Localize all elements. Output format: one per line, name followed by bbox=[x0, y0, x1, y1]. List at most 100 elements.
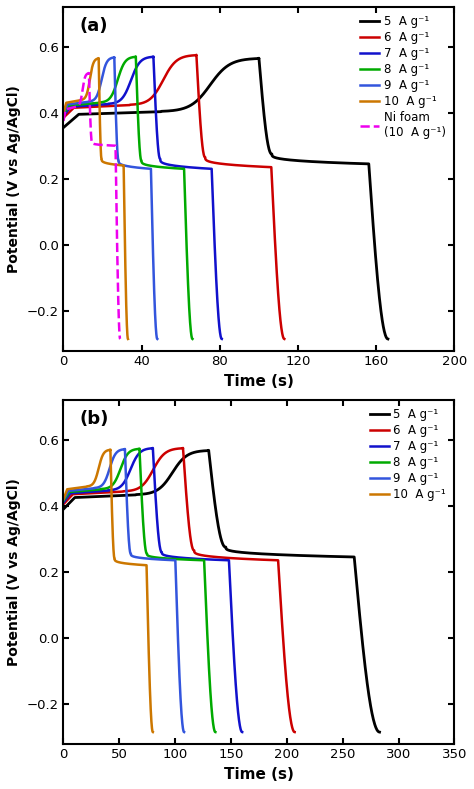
Line: 6  A g⁻¹: 6 A g⁻¹ bbox=[64, 448, 295, 732]
5  A g⁻¹ bbox=[377, 727, 383, 737]
6  A g⁻¹ bbox=[282, 335, 287, 344]
10  A g⁻¹ bbox=[133, 559, 138, 569]
5  A g⁻¹ bbox=[178, 456, 184, 466]
7  A g⁻¹ bbox=[151, 52, 156, 62]
5  A g⁻¹ bbox=[206, 446, 211, 455]
10  A g⁻¹ bbox=[89, 63, 95, 73]
8  A g⁻¹ bbox=[128, 447, 133, 456]
7  A g⁻¹ bbox=[61, 498, 66, 507]
7  A g⁻¹ bbox=[133, 63, 139, 73]
6  A g⁻¹ bbox=[243, 161, 248, 170]
10  A g⁻¹ bbox=[112, 160, 118, 170]
Ni foam
(10  A g⁻¹) bbox=[118, 335, 123, 344]
Line: 9  A g⁻¹: 9 A g⁻¹ bbox=[64, 57, 157, 339]
8  A g⁻¹ bbox=[61, 496, 66, 506]
Line: 6  A g⁻¹: 6 A g⁻¹ bbox=[64, 55, 284, 339]
8  A g⁻¹ bbox=[133, 52, 138, 62]
5  A g⁻¹ bbox=[333, 158, 339, 167]
Line: 8  A g⁻¹: 8 A g⁻¹ bbox=[64, 57, 192, 339]
8  A g⁻¹ bbox=[165, 163, 171, 173]
6  A g⁻¹ bbox=[222, 553, 228, 563]
8  A g⁻¹ bbox=[212, 727, 218, 737]
Line: 8  A g⁻¹: 8 A g⁻¹ bbox=[64, 449, 215, 732]
9  A g⁻¹ bbox=[71, 99, 77, 108]
7  A g⁻¹ bbox=[189, 163, 195, 172]
9  A g⁻¹ bbox=[102, 63, 108, 73]
10  A g⁻¹ bbox=[61, 108, 66, 118]
Line: 9  A g⁻¹: 9 A g⁻¹ bbox=[64, 449, 184, 732]
Legend: 5  A g⁻¹, 6  A g⁻¹, 7  A g⁻¹, 8  A g⁻¹, 9  A g⁻¹, 10  A g⁻¹, Ni foam
(10  A g⁻¹): 5 A g⁻¹, 6 A g⁻¹, 7 A g⁻¹, 8 A g⁻¹, 9 A … bbox=[356, 10, 451, 144]
6  A g⁻¹ bbox=[180, 443, 186, 453]
9  A g⁻¹ bbox=[115, 447, 120, 456]
6  A g⁻¹ bbox=[61, 113, 66, 122]
7  A g⁻¹ bbox=[150, 443, 155, 453]
Text: (b): (b) bbox=[79, 410, 109, 428]
10  A g⁻¹ bbox=[70, 484, 76, 493]
9  A g⁻¹ bbox=[111, 52, 117, 62]
6  A g⁻¹ bbox=[178, 54, 183, 63]
9  A g⁻¹ bbox=[105, 55, 111, 65]
X-axis label: Time (s): Time (s) bbox=[224, 767, 294, 782]
Line: 10  A g⁻¹: 10 A g⁻¹ bbox=[64, 450, 153, 732]
6  A g⁻¹ bbox=[157, 454, 163, 463]
Y-axis label: Potential (V vs Ag/AgCl): Potential (V vs Ag/AgCl) bbox=[7, 478, 21, 666]
Line: 7  A g⁻¹: 7 A g⁻¹ bbox=[64, 57, 222, 339]
Line: 7  A g⁻¹: 7 A g⁻¹ bbox=[64, 448, 242, 732]
5  A g⁻¹ bbox=[233, 57, 239, 66]
7  A g⁻¹ bbox=[183, 553, 189, 563]
5  A g⁻¹ bbox=[61, 123, 66, 133]
8  A g⁻¹ bbox=[124, 55, 130, 65]
5  A g⁻¹ bbox=[328, 158, 334, 167]
Ni foam
(10  A g⁻¹) bbox=[61, 116, 66, 125]
7  A g⁻¹ bbox=[239, 727, 245, 737]
Ni foam
(10  A g⁻¹) bbox=[98, 140, 103, 150]
5  A g⁻¹ bbox=[189, 448, 194, 458]
7  A g⁻¹ bbox=[61, 111, 66, 121]
Y-axis label: Potential (V vs Ag/AgCl): Potential (V vs Ag/AgCl) bbox=[7, 84, 21, 273]
8  A g⁻¹ bbox=[179, 555, 185, 564]
6  A g⁻¹ bbox=[166, 446, 172, 455]
6  A g⁻¹ bbox=[193, 50, 199, 60]
5  A g⁻¹ bbox=[100, 109, 106, 118]
9  A g⁻¹ bbox=[144, 554, 150, 563]
9  A g⁻¹ bbox=[155, 335, 160, 344]
8  A g⁻¹ bbox=[119, 62, 125, 72]
10  A g⁻¹ bbox=[131, 559, 137, 569]
5  A g⁻¹ bbox=[91, 492, 96, 502]
6  A g⁻¹ bbox=[61, 499, 66, 509]
Legend: 5  A g⁻¹, 6  A g⁻¹, 7  A g⁻¹, 8  A g⁻¹, 9  A g⁻¹, 10  A g⁻¹: 5 A g⁻¹, 6 A g⁻¹, 7 A g⁻¹, 8 A g⁻¹, 9 A … bbox=[365, 404, 451, 506]
8  A g⁻¹ bbox=[165, 554, 171, 563]
10  A g⁻¹ bbox=[68, 97, 73, 107]
7  A g⁻¹ bbox=[139, 446, 145, 455]
6  A g⁻¹ bbox=[292, 727, 298, 737]
Ni foam
(10  A g⁻¹) bbox=[105, 140, 110, 150]
6  A g⁻¹ bbox=[88, 103, 93, 112]
5  A g⁻¹ bbox=[385, 335, 391, 344]
5  A g⁻¹ bbox=[219, 66, 225, 76]
Line: 5  A g⁻¹: 5 A g⁻¹ bbox=[64, 58, 388, 339]
5  A g⁻¹ bbox=[308, 551, 314, 560]
6  A g⁻¹ bbox=[243, 554, 248, 563]
9  A g⁻¹ bbox=[110, 454, 116, 463]
Ni foam
(10  A g⁻¹) bbox=[104, 140, 109, 150]
9  A g⁻¹ bbox=[128, 162, 133, 171]
6  A g⁻¹ bbox=[227, 160, 232, 170]
9  A g⁻¹ bbox=[157, 555, 163, 564]
8  A g⁻¹ bbox=[61, 110, 66, 119]
Ni foam
(10  A g⁻¹) bbox=[66, 104, 72, 114]
8  A g⁻¹ bbox=[182, 555, 188, 564]
5  A g⁻¹ bbox=[270, 550, 275, 559]
7  A g⁻¹ bbox=[219, 335, 225, 344]
8  A g⁻¹ bbox=[122, 454, 128, 463]
8  A g⁻¹ bbox=[167, 163, 173, 173]
8  A g⁻¹ bbox=[190, 335, 195, 344]
Text: (a): (a) bbox=[79, 17, 108, 36]
5  A g⁻¹ bbox=[61, 504, 66, 514]
10  A g⁻¹ bbox=[113, 160, 119, 170]
9  A g⁻¹ bbox=[73, 485, 79, 495]
10  A g⁻¹ bbox=[61, 495, 66, 504]
7  A g⁻¹ bbox=[140, 55, 146, 65]
Ni foam
(10  A g⁻¹) bbox=[81, 77, 87, 86]
10  A g⁻¹ bbox=[125, 335, 131, 344]
8  A g⁻¹ bbox=[137, 444, 142, 454]
